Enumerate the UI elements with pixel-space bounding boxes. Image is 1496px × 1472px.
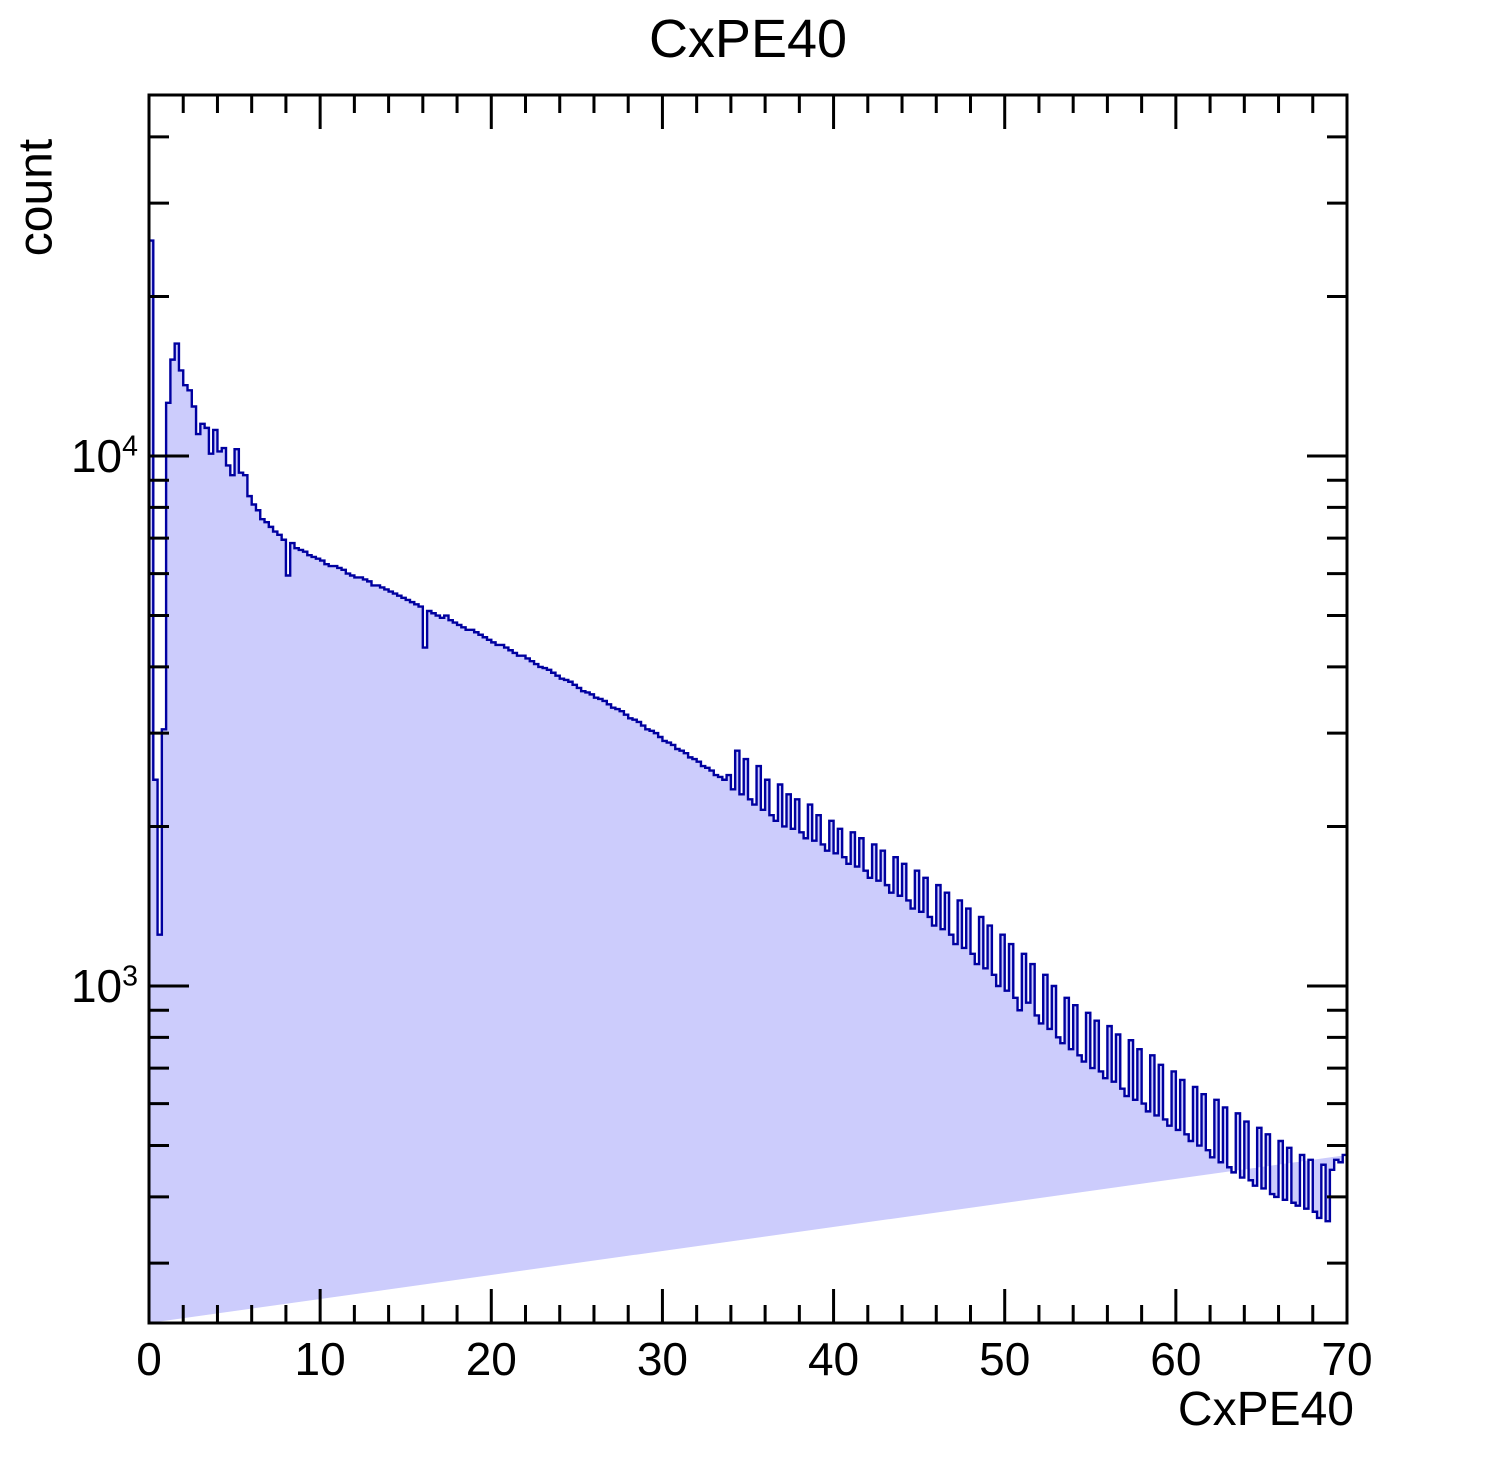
x-axis-title: CxPE40: [1177, 1383, 1354, 1436]
plot-frame: [147, 93, 1349, 1325]
x-tick-label-50: 50: [979, 1333, 1031, 1385]
axis-ticks: [147, 95, 1349, 1323]
histogram-series: [147, 239, 1349, 1323]
x-tick-label-60: 60: [1150, 1333, 1202, 1385]
x-tick-label-40: 40: [807, 1333, 860, 1385]
page-title: CxPE40: [648, 9, 848, 69]
y-tick-label-10e3: 103: [70, 960, 138, 1012]
axis-frame: [147, 93, 1349, 1325]
y-tick-label-10e4: 104: [70, 430, 138, 482]
x-tick-label-20: 20: [465, 1333, 517, 1385]
x-tick-label-30: 30: [636, 1333, 689, 1385]
histogram-outline: [149, 239, 1347, 1223]
x-tick-label-70: 70: [1321, 1333, 1373, 1385]
x-tick-label-10: 10: [294, 1333, 346, 1385]
x-tick-label-0: 0: [136, 1333, 162, 1385]
